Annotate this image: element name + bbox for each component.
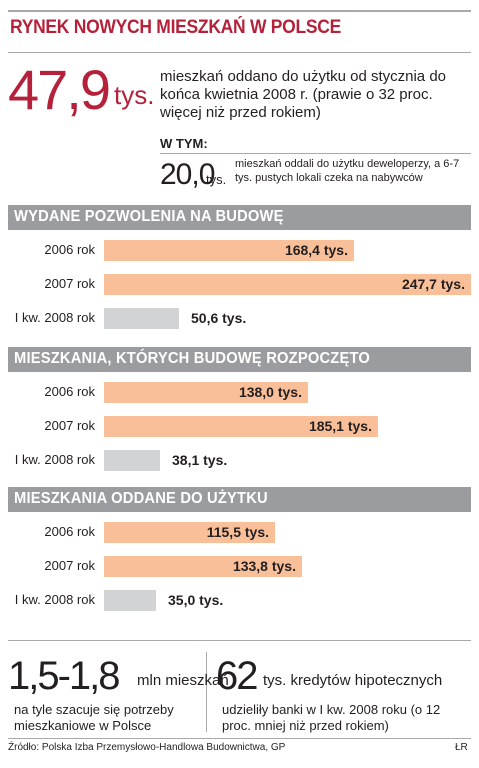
chart-3-title: MIESZKANIA ODDANE DO UŻYTKU [14, 490, 268, 507]
title-underline [8, 52, 471, 53]
chart-1-title: WYDANE POZWOLENIA NA BUDOWĘ [14, 208, 284, 225]
chart-3-value-i-kw-2008-rok: 35,0 tys. [168, 592, 224, 608]
subset-text: mieszkań oddali do użytku deweloperzy, a… [235, 158, 460, 184]
chart-2-bar-2006-rok [104, 382, 308, 403]
chart-1-label-2006-rok: 2006 rok [44, 242, 95, 257]
chart-1-value-i-kw-2008-rok: 50,6 tys. [191, 310, 247, 326]
chart-2-bar-2007-rok [104, 416, 378, 437]
chart-1-value-2006-rok: 168,4 tys. [284, 242, 348, 258]
subset-unit: tys. [206, 172, 227, 187]
footer-rule [8, 640, 471, 641]
chart-3-bar-2007-rok [104, 556, 302, 577]
footer-separator [206, 652, 207, 732]
chart-2-header [8, 347, 471, 372]
chart-2-label-2006-rok: 2006 rok [44, 384, 95, 399]
subset-value: 20,0 [160, 158, 215, 191]
chart-3-label-2006-rok: 2006 rok [44, 524, 95, 539]
chart-2-label-i-kw-2008-rok: I kw. 2008 rok [14, 452, 95, 467]
chart-3-value-2006-rok: 115,5 tys. [206, 524, 269, 540]
subset-heading: W TYM: [160, 136, 208, 151]
footer-left-unit: mln mieszkań [137, 672, 229, 689]
chart-3-bar-2006-rok [104, 522, 275, 543]
chart-1-label-i-kw-2008-rok: I kw. 2008 rok [14, 310, 95, 325]
chart-1-label-2007-rok: 2007 rok [44, 276, 95, 291]
chart-2-value-i-kw-2008-rok: 38,1 tys. [172, 452, 228, 468]
chart-2-title: MIESZKANIA, KTÓRYCH BUDOWĘ ROZPOCZĘTO [14, 350, 371, 367]
chart-1-bar-2006-rok [104, 240, 354, 261]
footer-right-text: udzieliły banki w I kw. 2008 roku (o 12 … [222, 702, 441, 733]
chart-3-label-i-kw-2008-rok: I kw. 2008 rok [14, 592, 95, 607]
footer-right-value: 62 [216, 654, 258, 698]
author-credit: ŁR [455, 742, 468, 753]
chart-2-value-2006-rok: 138,0 tys. [238, 384, 302, 400]
top-rule [8, 10, 471, 12]
chart-1-header [8, 205, 471, 230]
source-rule [8, 738, 471, 739]
footer-left-text: na tyle szacuje się potrzeby mieszkaniow… [14, 702, 174, 733]
chart-3-header [8, 487, 471, 512]
chart-3-label-2007-rok: 2007 rok [44, 558, 95, 573]
footer-right-unit: tys. kredytów hipotecznych [263, 672, 443, 689]
footer-left-value: 1,5-1,8 [8, 654, 121, 698]
lead-value: 47,9 [8, 58, 111, 121]
chart-2-value-2007-rok: 185,1 tys. [308, 418, 372, 434]
source-note: Źródło: Polska Izba Przemysłowo-Handlowa… [8, 742, 286, 753]
chart-3-value-2007-rok: 133,8 tys. [232, 558, 296, 574]
chart-2-label-2007-rok: 2007 rok [44, 418, 95, 433]
lead-unit: tys. [114, 80, 155, 110]
page-title: RYNEK NOWYCH MIESZKAŃ W POLSCE [10, 17, 341, 38]
subset-divider [160, 153, 471, 154]
chart-3-bar-i-kw-2008-rok [104, 590, 156, 611]
chart-1-bar-i-kw-2008-rok [104, 308, 179, 329]
chart-1-bar-2007-rok [104, 274, 471, 295]
chart-2-bar-i-kw-2008-rok [104, 450, 160, 471]
lead-text: mieszkań oddano do użytku od stycznia do… [160, 68, 447, 121]
chart-1-value-2007-rok: 247,7 tys. [401, 276, 465, 292]
